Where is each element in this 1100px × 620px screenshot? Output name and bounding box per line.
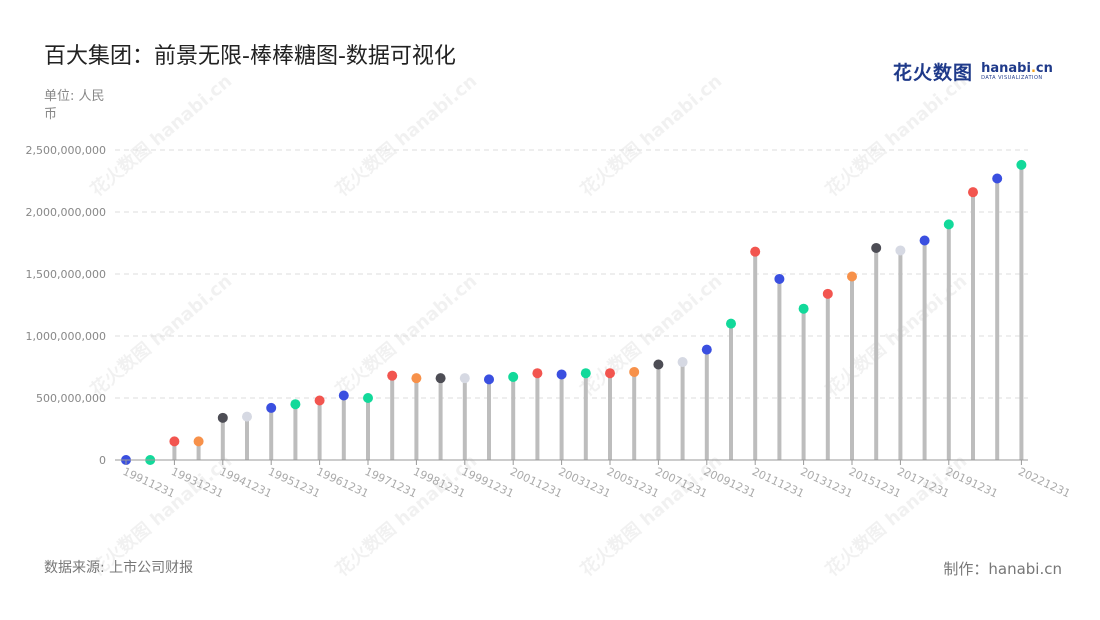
lollipop-dot <box>847 271 857 282</box>
x-tick-label: 19971231 <box>363 465 419 500</box>
watermark: 花火数图 hanabi.cn <box>576 270 726 401</box>
lollipop-dot <box>556 369 567 380</box>
lollipop-dot <box>266 402 277 413</box>
lollipop-dot <box>242 411 252 422</box>
lollipop-dot <box>580 368 591 379</box>
lollipop-dot <box>387 370 398 381</box>
lollipop-dot <box>1016 159 1027 170</box>
y-tick-label: 1,000,000,000 <box>26 330 106 343</box>
y-tick-label: 2,000,000,000 <box>26 206 106 219</box>
lollipop-dot <box>992 173 1003 184</box>
x-tick-label: 19961231 <box>314 465 370 500</box>
lollipop-dot <box>919 235 930 246</box>
x-tick-label: 20131231 <box>798 465 854 500</box>
brand-logo: 花火数图 hanabi.cn DATA VISUALIZATION <box>893 58 1053 86</box>
lollipop-dot <box>943 219 954 230</box>
watermark-layer: 花火数图 hanabi.cn 花火数图 hanabi.cn 花火数图 hanabi.… <box>86 70 971 581</box>
lollipop-dot <box>798 303 809 314</box>
lollipop-dot <box>726 318 736 329</box>
lollipop-dot <box>750 246 761 257</box>
logo-en-main: hanabi.cn <box>981 60 1053 76</box>
watermark: 花火数图 hanabi.cn <box>331 450 481 581</box>
y-tick-label: 0 <box>99 454 106 467</box>
y-tick-label: 2,500,000,000 <box>26 144 106 157</box>
lollipop-dot <box>605 368 615 379</box>
lollipop-dot <box>217 412 228 423</box>
lollipop-dot <box>459 373 470 384</box>
lollipop-dot <box>508 371 519 382</box>
logo-cn-text: 花火数图 <box>893 62 974 84</box>
lollipop-dot <box>677 357 688 368</box>
credit-label: 制作：hanabi.cn <box>943 560 1062 578</box>
x-tick-label: 20091231 <box>702 465 758 500</box>
logo-en-block: hanabi.cn DATA VISUALIZATION <box>981 62 1053 82</box>
chart-title: 百大集团：前景无限-棒棒糖图-数据可视化 <box>44 44 456 69</box>
lollipop-dot <box>411 373 422 384</box>
watermark: 花火数图 hanabi.cn <box>576 450 726 581</box>
y-tick-label: 500,000,000 <box>36 392 106 405</box>
x-tick-label: 20221231 <box>1016 465 1072 500</box>
lollipop-dot <box>968 187 978 198</box>
x-tick-label: 19951231 <box>266 465 322 500</box>
lollipop-dot <box>653 359 664 370</box>
y-axis: 0 500,000,000 1,000,000,000 1,500,000,000 2,… <box>26 144 106 467</box>
lollipop-dot <box>629 366 640 377</box>
x-tick-label: 20151231 <box>847 465 903 500</box>
watermark: 花火数图 hanabi.cn <box>821 70 971 201</box>
watermark: 花火数图 hanabi.cn <box>331 70 481 201</box>
lollipop-dot <box>484 374 494 385</box>
watermark: 花火数图 hanabi.cn <box>331 270 481 401</box>
x-tick-label: 20111231 <box>750 465 806 500</box>
watermark: 花火数图 hanabi.cn <box>86 270 236 401</box>
x-tick-label: 20051231 <box>605 465 661 500</box>
lollipop-dot <box>871 242 882 253</box>
x-tick-label: 19911231 <box>121 465 177 500</box>
x-tick-label: 20011231 <box>508 465 564 500</box>
y-tick-label: 1,500,000,000 <box>26 268 106 281</box>
lollipop-stems <box>172 164 1024 460</box>
x-tick-label: 20031231 <box>556 465 612 500</box>
lollipop-dot <box>169 436 180 447</box>
lollipop-dots <box>121 159 1027 465</box>
lollipop-dot <box>895 245 906 256</box>
x-tick-label: 19991231 <box>460 465 516 500</box>
logo-en-sub: DATA VISUALIZATION <box>981 74 1043 81</box>
lollipop-dot <box>338 390 349 401</box>
lollipop-dot <box>314 395 325 406</box>
unit-label: 单位: 人民币 <box>44 89 105 122</box>
lollipop-dot <box>290 399 301 410</box>
watermark: 花火数图 hanabi.cn <box>576 70 726 201</box>
x-tick-label: 19941231 <box>218 465 274 500</box>
lollipop-dot <box>701 344 712 355</box>
lollipop-dot <box>532 368 543 379</box>
lollipop-dot <box>363 393 373 403</box>
lollipop-dot <box>822 288 833 299</box>
watermark: 花火数图 hanabi.cn <box>86 70 236 201</box>
grid-lines <box>115 149 1028 399</box>
lollipop-dot <box>435 373 446 384</box>
data-source: 数据来源: 上市公司财报 <box>44 560 194 576</box>
lollipop-dot <box>193 436 204 447</box>
lollipop-dot <box>774 273 785 284</box>
